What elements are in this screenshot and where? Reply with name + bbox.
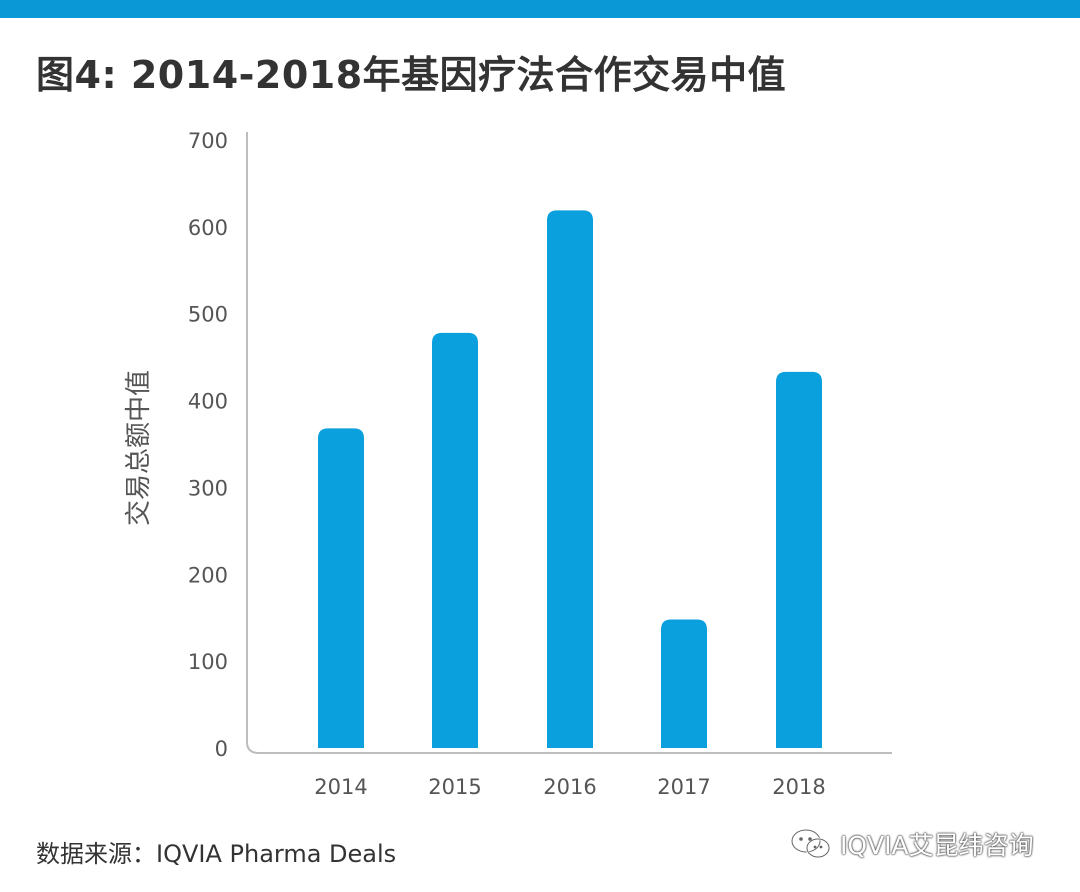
x-tick-label: 2014: [314, 775, 367, 799]
watermark-text: IQVIA艾昆纬咨询: [840, 831, 1034, 860]
y-tick-label: 400: [188, 390, 228, 414]
x-tick-label: 2017: [657, 775, 710, 799]
chart-title: 图4: 2014-2018年基因疗法合作交易中值: [36, 53, 787, 97]
x-axis-ticks: 2014 2015 2016 2017 2018: [314, 775, 825, 799]
y-tick-label: 0: [215, 737, 228, 761]
bar-2018: [776, 371, 822, 748]
data-source-note: 数据来源：IQVIA Pharma Deals: [36, 840, 397, 868]
y-axis-ticks: 0 100 200 300 400 500 600 700: [188, 129, 228, 761]
watermark: IQVIA艾昆纬咨询: [790, 826, 1034, 862]
bar-2017: [661, 619, 707, 748]
bars-group: [318, 210, 822, 749]
bar-2014: [318, 428, 364, 748]
y-tick-label: 600: [188, 216, 228, 240]
x-tick-label: 2018: [772, 775, 825, 799]
y-tick-label: 100: [188, 650, 228, 674]
axis-line: [246, 132, 892, 754]
wechat-icon: [790, 827, 832, 861]
y-tick-label: 700: [188, 129, 228, 153]
top-accent-bar: [0, 0, 1080, 18]
x-tick-label: 2016: [543, 775, 596, 799]
y-tick-label: 300: [188, 476, 228, 500]
bar-2016: [547, 210, 593, 749]
y-tick-label: 500: [188, 303, 228, 327]
y-tick-label: 200: [188, 563, 228, 587]
bar-2015: [432, 332, 478, 748]
y-axis-label: 交易总额中值: [124, 370, 154, 526]
x-tick-label: 2015: [428, 775, 481, 799]
